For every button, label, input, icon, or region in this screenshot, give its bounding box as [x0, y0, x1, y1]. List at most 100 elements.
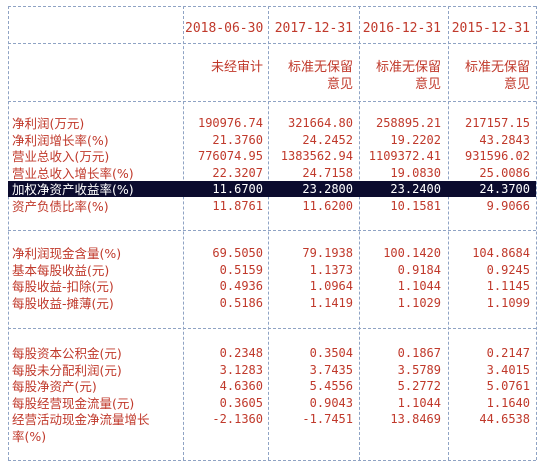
row-value: 43.2843 — [479, 132, 530, 147]
row-value: 0.5186 — [219, 295, 263, 310]
row-value: 0.1867 — [397, 346, 441, 360]
row-label: 每股收益-扣除(元) — [12, 279, 114, 295]
row-label: 营业总收入增长率(%) — [12, 165, 134, 181]
row-value: -2.1360 — [212, 412, 263, 427]
row-value: 3.4015 — [486, 362, 530, 377]
row-label: 每股净资产(元) — [12, 379, 97, 395]
row-value: 0.5159 — [219, 262, 263, 277]
row-value: 5.0761 — [486, 379, 530, 394]
header-date: 2016-12-31 — [362, 21, 441, 36]
table-divider — [8, 460, 536, 461]
row-value: 1.1029 — [397, 295, 441, 310]
row-value: 321664.80 — [287, 116, 353, 130]
table-divider — [8, 6, 536, 7]
row-value: -1.7451 — [302, 412, 353, 427]
table-divider — [8, 230, 536, 231]
row-value: 0.4936 — [219, 279, 263, 294]
row-value: 1.1044 — [397, 279, 441, 294]
row-value: 23.2400 — [390, 182, 441, 197]
row-value: 22.3207 — [212, 165, 263, 180]
column-divider — [448, 6, 449, 460]
row-label: 率(%) — [12, 429, 47, 445]
row-value: 1.0964 — [309, 279, 353, 294]
row-value: 1.1145 — [486, 279, 530, 294]
row-value: 258895.21 — [375, 116, 441, 130]
column-divider — [183, 6, 184, 460]
row-value: 1.1373 — [309, 262, 353, 277]
table-divider — [8, 328, 536, 329]
row-label: 资产负债比率(%) — [12, 199, 109, 214]
row-value: 11.6200 — [302, 199, 353, 213]
row-value: 24.7158 — [302, 165, 353, 180]
row-value: 931596.02 — [464, 149, 530, 164]
row-label: 每股资本公积金(元) — [12, 346, 122, 361]
header-date: 2017-12-31 — [274, 21, 353, 36]
row-value: 19.0830 — [390, 165, 441, 180]
row-value: 776074.95 — [197, 149, 263, 164]
row-value: 13.8469 — [390, 412, 441, 427]
row-value: 23.2800 — [302, 182, 353, 197]
row-label: 净利润增长率(%) — [12, 132, 109, 148]
table-divider — [8, 101, 536, 102]
row-value: 79.1938 — [302, 246, 353, 260]
audit-opinion: 意见 — [503, 77, 530, 92]
audit-opinion: 标准无保留 — [464, 60, 530, 75]
row-label: 净利润现金含量(%) — [12, 246, 122, 261]
row-label: 营业总收入(万元) — [12, 149, 110, 165]
row-label: 每股收益-摊薄(元) — [12, 295, 114, 311]
row-value: 217157.15 — [464, 116, 530, 130]
row-label: 经营活动现金净流量增长 — [12, 412, 150, 428]
audit-opinion: 标准无保留 — [287, 60, 353, 75]
row-label: 每股经营现金流量(元) — [12, 395, 135, 411]
row-value: 1383562.94 — [280, 149, 353, 164]
table-divider — [8, 43, 536, 44]
header-date: 2018-06-30 — [185, 21, 264, 36]
row-value: 21.3760 — [212, 132, 263, 147]
row-value: 104.8684 — [472, 246, 530, 260]
row-value: 69.5050 — [212, 246, 263, 260]
row-value: 5.2772 — [397, 379, 441, 394]
row-value: 0.3504 — [309, 346, 353, 360]
row-value: 0.2147 — [486, 346, 530, 360]
header-date: 2015-12-31 — [451, 21, 530, 36]
audit-opinion: 意见 — [414, 77, 441, 92]
row-label: 基本每股收益(元) — [12, 262, 110, 278]
row-value: 190976.74 — [197, 116, 263, 130]
row-value: 11.6700 — [212, 182, 263, 197]
highlight-bar — [8, 180, 536, 198]
row-value: 1.1099 — [486, 295, 530, 310]
row-value: 1.1044 — [397, 395, 441, 410]
row-label: 净利润(万元) — [12, 116, 85, 131]
row-value: 9.9066 — [486, 199, 530, 213]
row-value: 0.9043 — [309, 395, 353, 410]
row-value: 3.5789 — [397, 362, 441, 377]
audit-opinion: 标准无保留 — [375, 60, 441, 75]
row-value: 0.3605 — [219, 395, 263, 410]
row-label: 加权净资产收益率(%) — [12, 182, 134, 198]
row-label: 每股未分配利润(元) — [12, 362, 122, 378]
row-value: 25.0086 — [479, 165, 530, 180]
row-value: 0.9245 — [486, 262, 530, 277]
row-value: 24.2452 — [302, 132, 353, 147]
row-value: 100.1420 — [383, 246, 441, 260]
row-value: 11.8761 — [212, 199, 263, 213]
row-value: 4.6360 — [219, 379, 263, 394]
row-value: 0.9184 — [397, 262, 441, 277]
row-value: 0.2348 — [219, 346, 263, 360]
audit-opinion: 意见 — [326, 77, 353, 92]
column-divider — [536, 6, 537, 460]
column-divider — [359, 6, 360, 460]
row-value: 10.1581 — [390, 199, 441, 213]
row-value: 3.1283 — [219, 362, 263, 377]
row-value: 24.3700 — [479, 182, 530, 197]
row-value: 1109372.41 — [368, 149, 441, 164]
row-value: 5.4556 — [309, 379, 353, 394]
audit-opinion: 未经审计 — [210, 60, 263, 75]
row-value: 44.6538 — [479, 412, 530, 427]
row-value: 19.2202 — [390, 132, 441, 147]
row-value: 1.1419 — [309, 295, 353, 310]
row-value: 1.1640 — [486, 395, 530, 410]
row-value: 3.7435 — [309, 362, 353, 377]
column-divider — [8, 6, 9, 460]
